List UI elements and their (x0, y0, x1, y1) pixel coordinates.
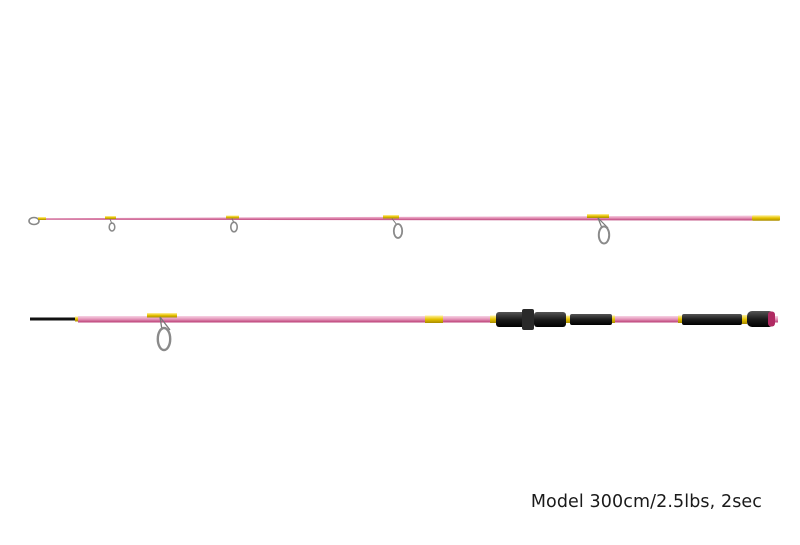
tip-top-guide (28, 216, 46, 226)
tip-section (28, 214, 780, 245)
label-band (425, 315, 443, 323)
stripper-guide (147, 313, 177, 352)
butt-spigot (30, 317, 76, 321)
tip-guide-4 (587, 214, 611, 245)
tip-blank (40, 215, 760, 221)
lower-grip (570, 314, 612, 325)
butt-cap (747, 311, 774, 327)
reel-seat (490, 309, 570, 330)
tip-guide-1 (105, 216, 116, 232)
butt-grip (682, 314, 742, 325)
tip-ferrule (752, 215, 780, 221)
model-caption: Model 300cm/2.5lbs, 2sec (530, 492, 762, 512)
tip-guide-2 (226, 215, 239, 233)
tip-guide-3 (383, 215, 404, 239)
butt-section (30, 309, 778, 352)
